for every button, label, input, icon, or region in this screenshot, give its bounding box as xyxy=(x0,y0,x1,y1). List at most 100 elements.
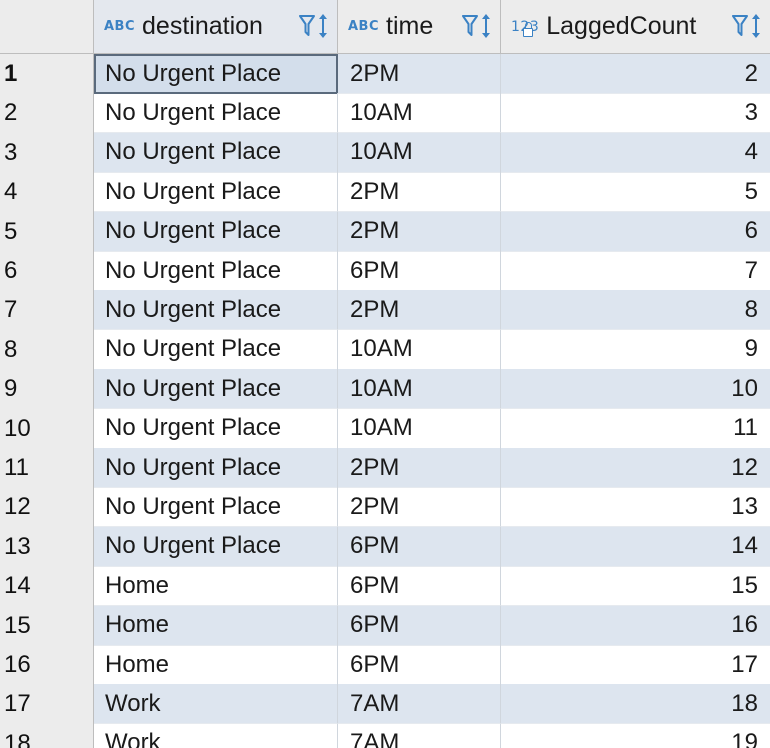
time-cell[interactable]: 2PM xyxy=(338,290,501,331)
destination-cell[interactable]: Work xyxy=(94,723,338,748)
table-row[interactable]: 4 No Urgent Place 2PM 5 xyxy=(0,172,770,213)
laggedcount-cell[interactable]: 11 xyxy=(501,409,770,449)
destination-cell[interactable]: Home xyxy=(94,645,338,685)
row-index-cell[interactable]: 2 xyxy=(0,93,94,134)
row-index-cell[interactable]: 11 xyxy=(0,448,94,488)
table-row[interactable]: 12 No Urgent Place 2PM 13 xyxy=(0,487,770,528)
row-index-cell[interactable]: 3 xyxy=(0,132,94,173)
destination-cell[interactable]: No Urgent Place xyxy=(94,408,338,449)
laggedcount-cell[interactable]: 10 xyxy=(501,369,770,410)
laggedcount-cell[interactable]: 4 xyxy=(501,132,770,173)
laggedcount-cell[interactable]: 2 xyxy=(501,54,770,94)
time-cell[interactable]: 10AM xyxy=(338,93,501,134)
laggedcount-cell[interactable]: 7 xyxy=(501,251,770,291)
time-cell[interactable]: 10AM xyxy=(338,369,501,410)
filter-icon[interactable] xyxy=(462,13,478,39)
table-row[interactable]: 3 No Urgent Place 10AM 4 xyxy=(0,132,770,173)
column-header-laggedcount[interactable]: 123 LaggedCount xyxy=(501,0,770,54)
sort-icon[interactable] xyxy=(480,12,492,40)
table-row[interactable]: 7 No Urgent Place 2PM 8 xyxy=(0,290,770,331)
sort-icon[interactable] xyxy=(317,12,329,40)
row-index-cell[interactable]: 18 xyxy=(0,723,94,748)
row-index-cell[interactable]: 14 xyxy=(0,566,94,607)
laggedcount-cell[interactable]: 9 xyxy=(501,330,770,370)
row-index-cell[interactable]: 15 xyxy=(0,605,94,646)
row-index-cell[interactable]: 4 xyxy=(0,172,94,213)
destination-cell[interactable]: No Urgent Place xyxy=(94,290,338,331)
table-row[interactable]: 13 No Urgent Place 6PM 14 xyxy=(0,526,770,567)
laggedcount-cell[interactable]: 8 xyxy=(501,290,770,331)
laggedcount-cell[interactable]: 14 xyxy=(501,526,770,567)
time-cell[interactable]: 6PM xyxy=(338,605,501,646)
filter-icon[interactable] xyxy=(732,13,748,39)
time-cell[interactable]: 2PM xyxy=(338,487,501,528)
destination-cell[interactable]: No Urgent Place xyxy=(94,93,338,134)
header-corner[interactable] xyxy=(0,0,94,54)
row-index-cell[interactable]: 1 xyxy=(0,54,94,94)
time-cell[interactable]: 10AM xyxy=(338,329,501,370)
row-index-cell[interactable]: 17 xyxy=(0,684,94,725)
laggedcount-cell[interactable]: 19 xyxy=(501,724,770,748)
table-row[interactable]: 10 No Urgent Place 10AM 11 xyxy=(0,408,770,449)
destination-cell[interactable]: Home xyxy=(94,605,338,646)
time-cell[interactable]: 2PM xyxy=(338,54,501,94)
destination-cell[interactable]: No Urgent Place xyxy=(94,369,338,410)
destination-cell[interactable]: No Urgent Place xyxy=(94,448,338,488)
time-cell[interactable]: 6PM xyxy=(338,251,501,291)
column-header-destination[interactable]: ABC destination xyxy=(94,0,338,54)
laggedcount-cell[interactable]: 6 xyxy=(501,211,770,252)
table-row[interactable]: 6 No Urgent Place 6PM 7 xyxy=(0,251,770,291)
laggedcount-cell[interactable]: 3 xyxy=(501,93,770,134)
destination-cell[interactable]: Home xyxy=(94,566,338,607)
row-index-cell[interactable]: 8 xyxy=(0,329,94,370)
time-cell[interactable]: 2PM xyxy=(338,448,501,488)
time-cell[interactable]: 6PM xyxy=(338,566,501,607)
time-cell[interactable]: 6PM xyxy=(338,526,501,567)
table-row[interactable]: 15 Home 6PM 16 xyxy=(0,605,770,646)
destination-cell[interactable]: Work xyxy=(94,684,338,725)
table-row[interactable]: 5 No Urgent Place 2PM 6 xyxy=(0,211,770,252)
table-row[interactable]: 1 No Urgent Place 2PM 2 xyxy=(0,54,770,94)
table-row[interactable]: 2 No Urgent Place 10AM 3 xyxy=(0,93,770,134)
destination-cell[interactable]: No Urgent Place xyxy=(94,487,338,528)
row-index-cell[interactable]: 12 xyxy=(0,487,94,528)
destination-cell[interactable]: No Urgent Place xyxy=(94,54,338,94)
time-cell[interactable]: 2PM xyxy=(338,211,501,252)
row-index-cell[interactable]: 7 xyxy=(0,290,94,331)
table-row[interactable]: 17 Work 7AM 18 xyxy=(0,684,770,725)
table-row[interactable]: 11 No Urgent Place 2PM 12 xyxy=(0,448,770,488)
row-index-cell[interactable]: 16 xyxy=(0,645,94,685)
laggedcount-cell[interactable]: 13 xyxy=(501,487,770,528)
filter-icon[interactable] xyxy=(299,13,315,39)
destination-cell[interactable]: No Urgent Place xyxy=(94,172,338,213)
destination-cell[interactable]: No Urgent Place xyxy=(94,329,338,370)
laggedcount-cell[interactable]: 15 xyxy=(501,566,770,607)
destination-cell[interactable]: No Urgent Place xyxy=(94,526,338,567)
column-header-time[interactable]: ABC time xyxy=(338,0,501,54)
time-cell[interactable]: 2PM xyxy=(338,172,501,213)
row-index-cell[interactable]: 9 xyxy=(0,369,94,410)
time-cell[interactable]: 10AM xyxy=(338,408,501,449)
table-row[interactable]: 8 No Urgent Place 10AM 9 xyxy=(0,329,770,370)
time-cell[interactable]: 7AM xyxy=(338,723,501,748)
destination-cell[interactable]: No Urgent Place xyxy=(94,211,338,252)
destination-cell[interactable]: No Urgent Place xyxy=(94,132,338,173)
time-cell[interactable]: 6PM xyxy=(338,645,501,685)
time-cell[interactable]: 7AM xyxy=(338,684,501,725)
laggedcount-cell[interactable]: 5 xyxy=(501,172,770,213)
table-row[interactable]: 14 Home 6PM 15 xyxy=(0,566,770,607)
row-index-cell[interactable]: 10 xyxy=(0,408,94,449)
time-cell[interactable]: 10AM xyxy=(338,132,501,173)
laggedcount-cell[interactable]: 16 xyxy=(501,605,770,646)
row-index-cell[interactable]: 6 xyxy=(0,251,94,291)
row-index-cell[interactable]: 13 xyxy=(0,526,94,567)
laggedcount-cell[interactable]: 18 xyxy=(501,684,770,725)
table-row[interactable]: 16 Home 6PM 17 xyxy=(0,645,770,685)
sort-icon[interactable] xyxy=(750,12,762,40)
laggedcount-cell[interactable]: 12 xyxy=(501,448,770,488)
destination-cell[interactable]: No Urgent Place xyxy=(94,251,338,291)
row-index-cell[interactable]: 5 xyxy=(0,211,94,252)
table-row[interactable]: 18 Work 7AM 19 xyxy=(0,723,770,748)
laggedcount-cell[interactable]: 17 xyxy=(501,645,770,685)
table-row[interactable]: 9 No Urgent Place 10AM 10 xyxy=(0,369,770,410)
